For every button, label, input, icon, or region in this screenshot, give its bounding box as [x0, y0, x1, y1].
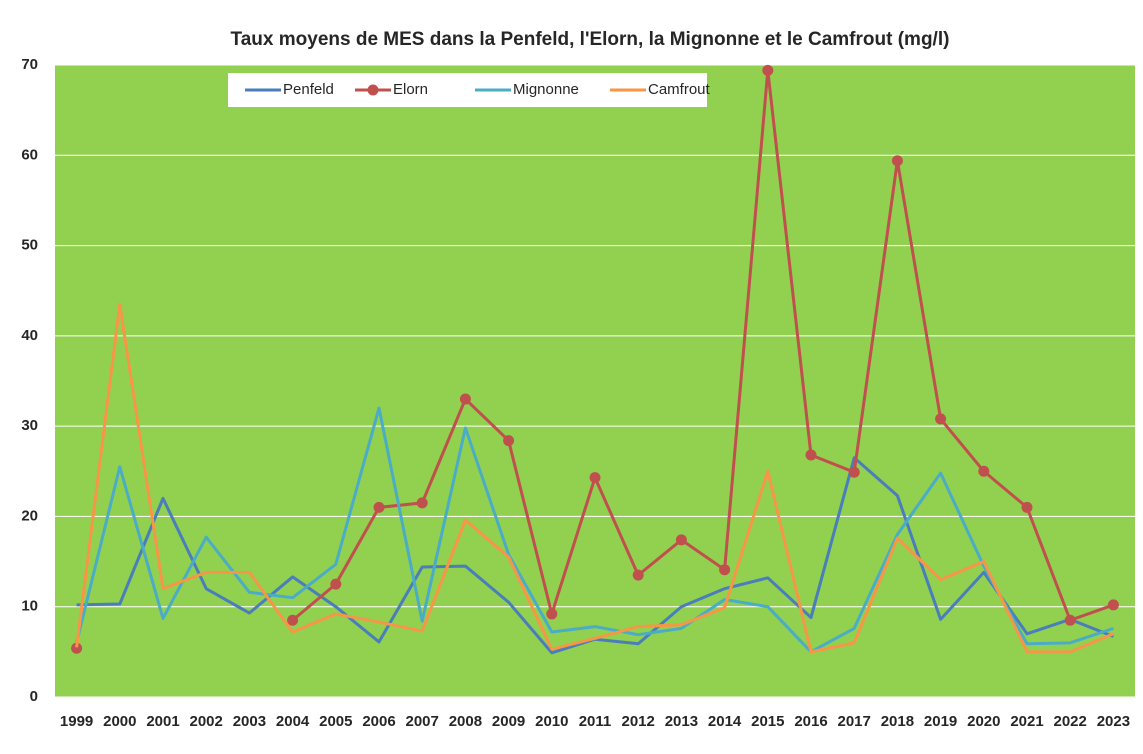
point-marker — [459, 393, 471, 405]
x-tick-label: 2015 — [751, 713, 784, 730]
x-tick-label: 2007 — [406, 713, 439, 730]
x-tick-label: 2018 — [881, 713, 914, 730]
x-tick-label: 1999 — [60, 713, 93, 730]
x-tick-label: 2002 — [190, 713, 223, 730]
point-marker — [546, 608, 558, 620]
point-marker — [1107, 599, 1119, 611]
y-tick-label: 40 — [21, 327, 38, 344]
x-tick-label: 2006 — [362, 713, 395, 730]
plot-area — [55, 65, 1135, 697]
y-tick-label: 50 — [21, 237, 38, 254]
legend-label: Elorn — [393, 81, 428, 98]
legend-marker — [367, 84, 379, 96]
x-tick-label: 2010 — [535, 713, 568, 730]
chart-title: Taux moyens de MES dans la Penfeld, l'El… — [231, 29, 950, 50]
x-tick-label: 2012 — [622, 713, 655, 730]
legend-label: Penfeld — [283, 81, 334, 98]
point-marker — [416, 497, 428, 509]
y-tick-label: 0 — [30, 688, 38, 705]
point-marker — [935, 413, 947, 425]
y-tick-label: 70 — [21, 56, 38, 73]
y-tick-label: 60 — [21, 146, 38, 163]
x-tick-label: 2016 — [794, 713, 827, 730]
x-tick-label: 2013 — [665, 713, 698, 730]
series-line — [75, 406, 1114, 654]
y-tick-label: 30 — [21, 417, 38, 434]
x-tick-label: 2019 — [924, 713, 957, 730]
point-marker — [1021, 501, 1033, 513]
x-tick-label: 2001 — [146, 713, 179, 730]
point-marker — [589, 472, 601, 484]
point-marker — [891, 155, 903, 167]
point-marker — [330, 578, 342, 590]
point-marker — [632, 569, 644, 581]
series-line — [291, 68, 1114, 622]
x-tick-label: 2011 — [579, 713, 612, 730]
x-tick-label: 2008 — [449, 713, 482, 730]
x-tick-label: 2014 — [708, 713, 742, 730]
x-tick-label: 2022 — [1054, 713, 1087, 730]
point-marker — [978, 465, 990, 477]
x-tick-label: 2009 — [492, 713, 525, 730]
point-marker — [1064, 614, 1076, 626]
point-marker — [675, 534, 687, 546]
point-marker — [503, 435, 515, 447]
x-tick-label: 2003 — [233, 713, 266, 730]
x-tick-label: 2005 — [319, 713, 352, 730]
y-tick-label: 20 — [21, 507, 38, 524]
point-marker — [805, 449, 817, 461]
x-tick-label: 2017 — [838, 713, 871, 730]
x-tick-label: 2021 — [1010, 713, 1043, 730]
point-marker — [287, 614, 299, 626]
x-tick-label: 2000 — [103, 713, 136, 730]
legend-label: Mignonne — [513, 81, 579, 98]
legend-label: Camfrout — [648, 81, 711, 98]
series-line — [75, 302, 1114, 654]
point-marker — [373, 501, 385, 513]
y-tick-label: 10 — [21, 598, 38, 615]
point-marker — [848, 466, 860, 478]
x-tick-label: 2020 — [967, 713, 1000, 730]
x-tick-label: 2004 — [276, 713, 310, 730]
x-tick-label: 2023 — [1097, 713, 1130, 730]
point-marker — [719, 564, 731, 576]
point-marker — [71, 642, 83, 654]
point-marker — [762, 64, 774, 76]
